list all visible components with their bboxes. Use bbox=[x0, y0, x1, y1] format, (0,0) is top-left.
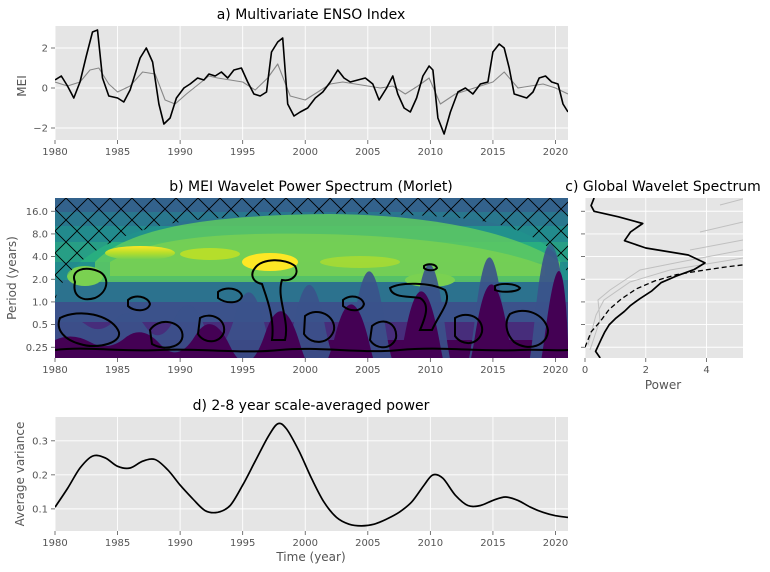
global-wavelet-x-axis-label: Power bbox=[645, 378, 681, 392]
mei-gridlines bbox=[54, 26, 568, 140]
global-wavelet-power-line bbox=[590, 198, 706, 358]
global-wavelet-panel: c) Global Wavelet Spectrum 0 2 4 Power bbox=[565, 179, 760, 392]
wavelet-x-tick-label: 1990 bbox=[167, 365, 192, 376]
scale-averaged-panel: d) 2-8 year scale-averaged power 1980 198… bbox=[13, 398, 568, 564]
wavelet-x-tick-label: 2005 bbox=[355, 365, 380, 376]
scale-averaged-y-axis-label: Average variance bbox=[13, 422, 27, 527]
mei-x-tick-label: 2005 bbox=[355, 147, 380, 158]
mei-y-tick-label: 2 bbox=[42, 44, 48, 55]
scale-averaged-x-tick-label: 1985 bbox=[105, 538, 130, 549]
global-wavelet-title: c) Global Wavelet Spectrum bbox=[565, 179, 760, 195]
mei-panel-title: a) Multivariate ENSO Index bbox=[217, 7, 406, 23]
scale-averaged-x-axis-label: Time (year) bbox=[275, 550, 345, 564]
mei-y-tick-label: −2 bbox=[33, 124, 48, 135]
global-wavelet-gridlines bbox=[584, 198, 743, 358]
wavelet-y-tick-label: 2.0 bbox=[32, 275, 48, 286]
wavelet-y-tick-label: 4.0 bbox=[32, 252, 48, 263]
mei-x-tick-label: 1995 bbox=[230, 147, 255, 158]
scale-averaged-x-tick-label: 1995 bbox=[230, 538, 255, 549]
mei-x-tick-label: 1985 bbox=[105, 147, 130, 158]
scale-averaged-y-tick-label: 0.2 bbox=[32, 470, 48, 481]
global-wavelet-x-tick-label: 0 bbox=[582, 365, 588, 376]
mei-x-tick-label: 2020 bbox=[543, 147, 568, 158]
global-wavelet-faint-spectra bbox=[587, 198, 743, 351]
wavelet-x-tick-label: 2020 bbox=[543, 365, 568, 376]
scale-averaged-title: d) 2-8 year scale-averaged power bbox=[193, 398, 430, 414]
global-wavelet-axes: 0 2 4 bbox=[581, 210, 710, 376]
wavelet-heatmap bbox=[55, 198, 568, 358]
wavelet-y-tick-label: 0.5 bbox=[32, 320, 48, 331]
scale-averaged-x-tick-label: 1990 bbox=[167, 538, 192, 549]
mei-axes: 1980 1985 1990 1995 2000 2005 2010 2015 2020 −2 0 2 bbox=[33, 44, 568, 159]
scale-averaged-series bbox=[55, 422, 568, 527]
scale-averaged-x-tick-label: 2010 bbox=[418, 538, 443, 549]
wavelet-y-tick-label: 1.0 bbox=[32, 297, 48, 308]
mei-x-tick-label: 1990 bbox=[167, 147, 192, 158]
global-wavelet-plot-area bbox=[585, 198, 743, 358]
mei-x-tick-label: 2015 bbox=[480, 147, 505, 158]
wavelet-x-tick-label: 2000 bbox=[293, 365, 318, 376]
scale-averaged-line bbox=[55, 422, 568, 527]
mei-y-axis-label: MEI bbox=[15, 75, 29, 96]
scale-averaged-x-tick-label: 2020 bbox=[543, 538, 568, 549]
mei-series bbox=[55, 29, 568, 135]
wavelet-x-tick-label: 2010 bbox=[418, 365, 443, 376]
scale-averaged-plot-area bbox=[55, 417, 568, 531]
wavelet-x-tick-label: 1985 bbox=[105, 365, 130, 376]
global-wavelet-series bbox=[585, 198, 743, 358]
wavelet-x-tick-label: 1980 bbox=[42, 365, 67, 376]
wavelet-y-tick-label: 8.0 bbox=[32, 229, 48, 240]
scale-averaged-x-tick-label: 1980 bbox=[42, 538, 67, 549]
mei-line bbox=[55, 29, 568, 135]
scale-averaged-y-tick-label: 0.1 bbox=[32, 504, 48, 515]
wavelet-x-tick-label: 2015 bbox=[480, 365, 505, 376]
mei-x-tick-label: 2010 bbox=[418, 147, 443, 158]
scale-averaged-x-tick-label: 2005 bbox=[355, 538, 380, 549]
mei-y-tick-label: 0 bbox=[42, 84, 48, 95]
scale-averaged-x-tick-label: 2015 bbox=[480, 538, 505, 549]
wavelet-y-tick-label: 16.0 bbox=[26, 207, 48, 218]
global-wavelet-significance-line bbox=[585, 264, 743, 348]
mei-x-tick-label: 1980 bbox=[42, 147, 67, 158]
wavelet-x-tick-label: 1995 bbox=[230, 365, 255, 376]
global-wavelet-x-tick-label: 2 bbox=[643, 365, 649, 376]
global-wavelet-x-tick-label: 4 bbox=[703, 365, 709, 376]
wavelet-power-title: b) MEI Wavelet Power Spectrum (Morlet) bbox=[169, 179, 453, 195]
scale-averaged-axes: 1980 1985 1990 1995 2000 2005 2010 2015 2020 0.1 0… bbox=[32, 436, 568, 549]
wavelet-y-tick-label: 0.25 bbox=[26, 343, 48, 354]
wavelet-axes: 1980 1985 1990 1995 2000 2005 2010 2015 2020 16.0… bbox=[26, 207, 568, 376]
scale-averaged-gridlines bbox=[54, 417, 568, 531]
significance-contours bbox=[55, 259, 568, 353]
wavelet-y-axis-label: Period (years) bbox=[5, 236, 19, 320]
mei-x-tick-label: 2000 bbox=[293, 147, 318, 158]
scale-averaged-x-tick-label: 2000 bbox=[293, 538, 318, 549]
wavelet-power-panel: b) MEI Wavelet Power Spectrum (Morlet) bbox=[5, 179, 568, 376]
scale-averaged-y-tick-label: 0.3 bbox=[32, 436, 48, 447]
mei-panel: a) Multivariate ENSO Index 1980 1985 1990 1… bbox=[15, 7, 568, 158]
